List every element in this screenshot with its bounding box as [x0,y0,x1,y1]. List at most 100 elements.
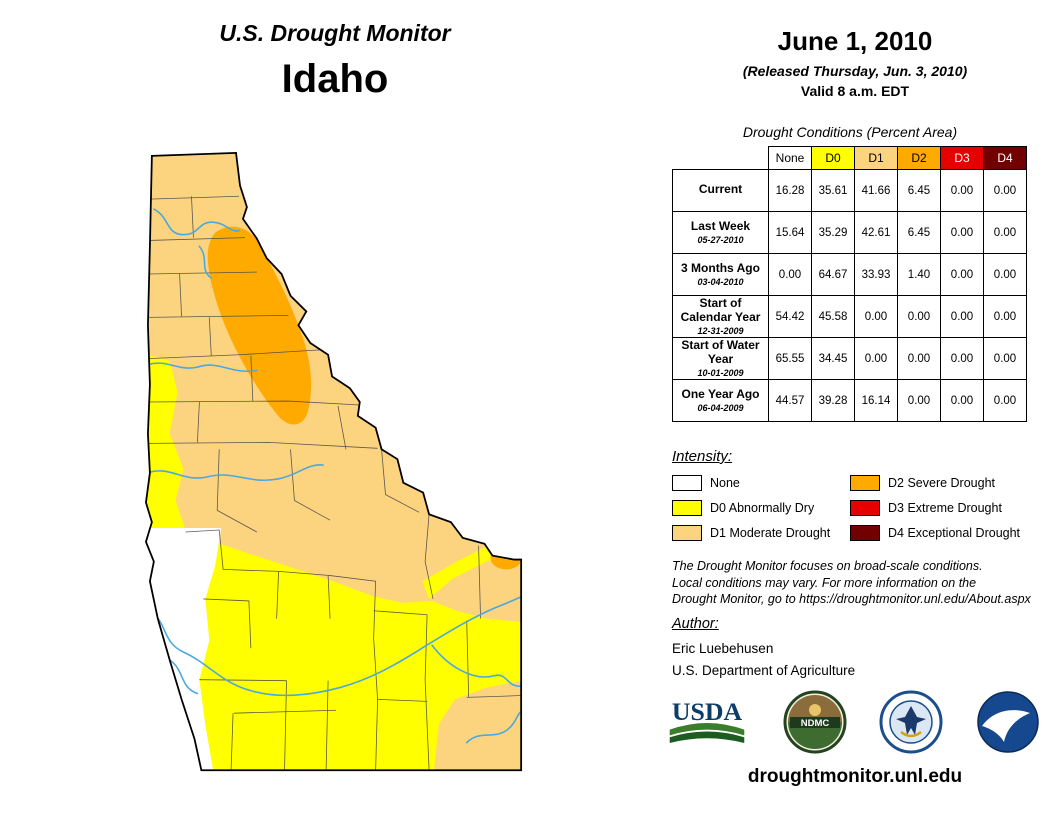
col-header-d0: D0 [811,146,855,170]
cell-value: 6.45 [897,211,941,254]
state-outline [144,152,523,772]
table-row-current: Current 16.28 35.61 41.66 6.45 0.00 0.00 [672,169,1027,212]
cell-value: 0.00 [983,211,1027,254]
col-header-d2: D2 [897,146,941,170]
author-org: U.S. Department of Agriculture [672,663,856,678]
cell-value: 0.00 [768,253,812,296]
svg-text:NDMC: NDMC [800,718,829,729]
col-header-d1: D1 [854,146,898,170]
legend-item-d0: D0 Abnormally Dry [672,500,850,516]
region-d0-abnormally-dry [145,352,522,771]
col-header-none: None [768,146,812,170]
ndmc-logo: NDMC [783,690,847,754]
row-label: Start of Calendar Year [680,296,761,324]
author-name: Eric Luebehusen [672,641,774,656]
swatch-d3 [850,500,880,516]
cell-value: 0.00 [983,379,1027,422]
intensity-legend: Intensity: None D0 Abnormally Dry D1 Mod… [672,448,1042,550]
row-label: Current [698,182,743,197]
cell-value: 15.64 [768,211,812,254]
usda-logo: USDA [669,697,745,744]
region-d2-severe-north [207,226,312,425]
valid-time: Valid 8 a.m. EDT [800,83,910,99]
cell-value: 0.00 [940,211,984,254]
drought-conditions-table: None D0 D1 D2 D3 D4 Current 16.28 35.61 … [672,146,1027,422]
cell-value: 35.29 [811,211,855,254]
table-row-start-water-year: Start of Water Year 10-01-2009 65.55 34.4… [672,337,1027,380]
report-title-block: U.S. Drought Monitor Idaho [110,20,560,102]
cell-value: 35.61 [811,169,855,212]
table-caption: Drought Conditions (Percent Area) [742,124,958,140]
row-label: Start of Water Year [681,338,760,366]
cell-value: 54.42 [768,295,812,338]
legend-item-d2: D2 Severe Drought [850,475,1028,491]
table-row-one-year-ago: One Year Ago 06-04-2009 44.57 39.28 16.14… [672,379,1027,422]
svg-text:USDA: USDA [672,697,743,726]
cell-value: 0.00 [897,379,941,422]
swatch-d4 [850,525,880,541]
row-date: 03-04-2010 [697,276,744,287]
cell-value: 45.58 [811,295,855,338]
col-header-d4: D4 [983,146,1027,170]
county-borders [145,195,522,771]
swatch-d0 [672,500,702,516]
row-date: 12-31-2009 [697,325,744,336]
legend-item-d1: D1 Moderate Drought [672,525,850,541]
cell-value: 16.14 [854,379,898,422]
table-corner-cell [672,146,769,170]
cell-value: 0.00 [983,337,1027,380]
row-date: 06-04-2009 [697,402,744,413]
legend-item-d4: D4 Exceptional Drought [850,525,1028,541]
author-heading: Author: [672,616,719,632]
legend-item-none: None [672,475,850,491]
row-label: One Year Ago [681,387,760,402]
row-label: Last Week [690,219,751,234]
swatch-d2 [850,475,880,491]
table-row-start-calendar-year: Start of Calendar Year 12-31-2009 54.42 4… [672,295,1027,338]
table-header-row: None D0 D1 D2 D3 D4 [672,146,1027,170]
legend-heading: Intensity: [672,448,733,465]
cell-value: 0.00 [897,295,941,338]
cell-value: 65.55 [768,337,812,380]
table-row-last-week: Last Week 05-27-2010 15.64 35.29 42.61 6.… [672,211,1027,254]
cell-value: 0.00 [897,337,941,380]
idaho-drought-map [144,152,523,772]
monitor-title: U.S. Drought Monitor [219,20,451,46]
cell-value: 33.93 [854,253,898,296]
cell-value: 16.28 [768,169,812,212]
cell-value: 1.40 [897,253,941,296]
swatch-d1 [672,525,702,541]
row-date: 10-01-2009 [697,367,744,378]
cell-value: 42.61 [854,211,898,254]
released-date: (Released Thursday, Jun. 3, 2010) [742,63,968,79]
cell-value: 0.00 [940,379,984,422]
cell-value: 44.57 [768,379,812,422]
author-block: Author: Eric Luebehusen U.S. Department … [672,616,855,685]
state-title: Idaho [281,57,389,101]
drought-monitor-url[interactable]: droughtmonitor.unl.edu [747,766,963,787]
cell-value: 64.67 [811,253,855,296]
legend-item-d3: D3 Extreme Drought [850,500,1028,516]
cell-value: 0.00 [983,295,1027,338]
row-label: 3 Months Ago [681,261,760,276]
cell-value: 0.00 [854,337,898,380]
rivers [147,208,522,744]
cell-value: 0.00 [940,337,984,380]
row-date: 05-27-2010 [697,234,744,245]
cell-value: 0.00 [983,169,1027,212]
cell-value: 0.00 [983,253,1027,296]
disclaimer-text: The Drought Monitor focuses on broad-sca… [672,559,1031,606]
table-row-3-months-ago: 3 Months Ago 03-04-2010 0.00 64.67 33.93 … [672,253,1027,296]
commerce-seal [879,690,943,754]
map-date: June 1, 2010 [777,26,933,56]
logo-row: USDA NDMC [664,690,1040,754]
cell-value: 41.66 [854,169,898,212]
cell-value: 39.28 [811,379,855,422]
cell-value: 0.00 [940,169,984,212]
noaa-logo [977,691,1039,753]
cell-value: 0.00 [940,295,984,338]
cell-value: 6.45 [897,169,941,212]
swatch-none [672,475,702,491]
cell-value: 34.45 [811,337,855,380]
